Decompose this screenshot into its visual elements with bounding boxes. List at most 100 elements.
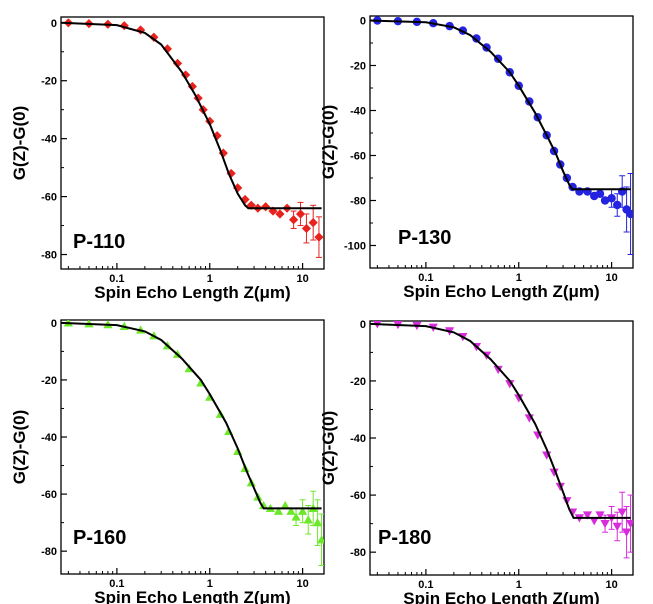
data-layer (61, 320, 324, 566)
y-tick-label: -40 (350, 433, 366, 445)
data-point (172, 58, 183, 68)
y-tick-label: -20 (350, 376, 366, 388)
y-tick-label: -60 (350, 490, 366, 502)
data-layer (370, 16, 633, 255)
data-point (617, 508, 627, 517)
data-point (612, 522, 622, 532)
y-tick-label: -20 (41, 76, 57, 88)
plot-frame (369, 15, 634, 269)
chart-panel-p-160: 0.1 1 10 0 -20 -40 -60 -80 Spin Echo Length Z(μm… (10, 318, 325, 604)
data-point (314, 232, 324, 242)
data-point (626, 209, 633, 219)
y-axis-label: G(Z)-G(0) (319, 411, 338, 486)
data-point (493, 365, 503, 375)
data-point (273, 506, 284, 515)
data-point (316, 535, 324, 544)
x-tick-label: 1 (207, 273, 213, 285)
data-point (308, 218, 318, 228)
data-point (258, 500, 269, 510)
data-point (472, 34, 481, 43)
y-tick-label: 0 (360, 319, 366, 331)
x-tick-label: 0.1 (109, 578, 124, 590)
data-layer (370, 321, 633, 559)
y-tick-label: -80 (350, 547, 366, 559)
x-axis-label: Spin Echo Length Z(μm) (94, 588, 290, 604)
y-axis-label: G(Z)-G(0) (10, 410, 29, 485)
x-tick-label: 0.1 (109, 273, 124, 285)
data-point (261, 202, 271, 212)
y-tick-label: -100 (344, 241, 366, 253)
data-point (303, 515, 313, 524)
y-tick-label: 0 (360, 16, 366, 28)
data-point (275, 209, 285, 219)
chart-panel-p-180: 0.1 1 10 0 -20 -40 -60 -80 Spin Echo Length Z(μm… (319, 319, 634, 604)
x-tick-label: 1 (516, 272, 522, 284)
data-layer (61, 18, 324, 258)
y-tick-label: -80 (41, 250, 57, 262)
y-tick-label: -20 (350, 61, 366, 73)
data-point (589, 517, 599, 526)
data-point (291, 512, 301, 521)
data-point (136, 25, 146, 35)
data-point (205, 116, 215, 126)
plot-frame (60, 319, 325, 575)
plot-frame (369, 320, 634, 576)
data-point (600, 519, 610, 529)
chart-panel-p-110: 0.1 1 10 0 -20 -40 -60 -80 Spin Echo Length Z(μm… (10, 16, 325, 302)
data-point (613, 200, 622, 210)
data-point (286, 506, 296, 515)
x-tick-label: 0.1 (418, 579, 433, 591)
x-axis-label: Spin Echo Length Z(μm) (403, 282, 599, 301)
y-tick-label: -60 (41, 192, 57, 204)
x-tick-label: 10 (296, 273, 308, 285)
y-tick-label: -20 (41, 375, 57, 387)
y-axis-label: G(Z)-G(0) (10, 106, 29, 181)
data-point (295, 209, 306, 219)
data-point (149, 32, 159, 42)
panel-label: P-130 (398, 227, 451, 249)
y-tick-label: -60 (350, 151, 366, 163)
data-point (595, 511, 605, 520)
x-tick-label: 10 (605, 272, 617, 284)
x-tick-label: 0.1 (418, 272, 433, 284)
chart-panel-p-130: 0.1 1 10 0 -20 -40 -60 -80 -100 Spin Echo Length … (319, 15, 634, 301)
x-tick-label: 1 (516, 579, 522, 591)
data-point (549, 468, 559, 477)
y-tick-label: 0 (51, 318, 57, 330)
y-axis-label: G(Z)-G(0) (319, 105, 338, 180)
y-tick-label: -40 (350, 106, 366, 118)
x-tick-label: 10 (605, 579, 617, 591)
data-point (268, 206, 278, 216)
fit-curve (61, 321, 322, 510)
plot-frame (60, 16, 325, 270)
panel-label: P-110 (73, 231, 125, 253)
data-point (607, 194, 616, 203)
data-point (181, 70, 191, 80)
x-axis-label: Spin Echo Length Z(μm) (403, 589, 599, 604)
data-point (625, 519, 633, 529)
panel-label: P-180 (378, 527, 431, 549)
data-point (289, 215, 299, 225)
fit-curve (61, 21, 322, 210)
x-axis-label: Spin Echo Length Z(μm) (94, 283, 290, 302)
y-tick-label: -40 (41, 432, 57, 444)
data-point (595, 189, 605, 198)
data-point (301, 223, 312, 234)
y-tick-label: -40 (41, 134, 57, 146)
y-tick-label: -80 (41, 546, 57, 558)
y-tick-label: -80 (350, 196, 366, 208)
data-point (600, 196, 610, 205)
data-point (514, 394, 524, 403)
y-tick-label: 0 (51, 18, 57, 30)
x-tick-label: 10 (296, 578, 308, 590)
data-point (298, 506, 308, 515)
data-point (505, 380, 515, 389)
data-point (582, 511, 593, 520)
data-point (621, 528, 632, 537)
data-point (312, 518, 323, 527)
x-tick-label: 1 (207, 578, 213, 590)
fit-curve (370, 322, 631, 519)
data-point (280, 500, 290, 510)
panel-label: P-160 (73, 527, 126, 549)
